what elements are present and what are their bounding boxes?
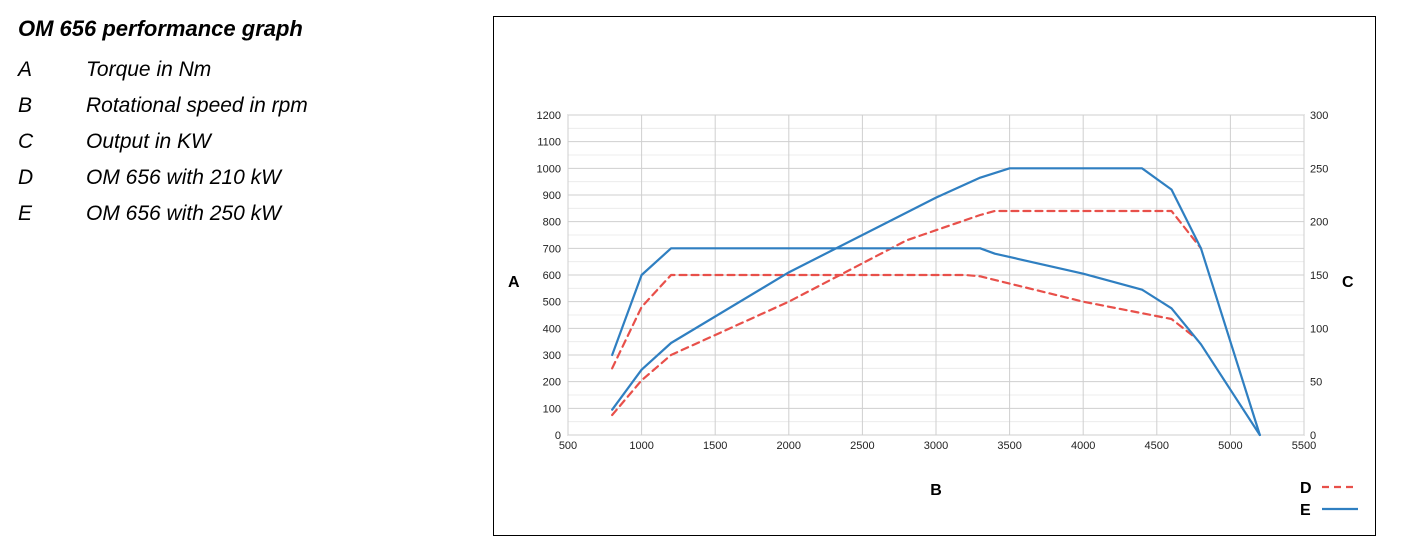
y-left-tick-label: 300 — [543, 350, 561, 362]
chart-title: OM 656 performance graph — [18, 16, 303, 41]
legend-text: OM 656 with 250 kW — [86, 202, 281, 225]
y-right-tick-label: 50 — [1310, 377, 1322, 389]
y-right-tick-label: 300 — [1310, 110, 1328, 122]
legend-key: A — [18, 58, 33, 81]
y-left-tick-label: 0 — [555, 430, 561, 442]
legend-row-d: D OM 656 with 210 kW — [18, 160, 308, 196]
series-line-d-output — [611, 209, 1203, 417]
y-left-tick-label: 400 — [543, 323, 561, 335]
legend-text: Torque in Nm — [86, 58, 212, 81]
series-line-e-torque — [611, 247, 1261, 437]
y-left-tick-label: 1100 — [537, 137, 561, 149]
series-line-d-torque — [611, 273, 1195, 370]
chart-frame: 500 1000 1500 2000 2500 3000 3500 4000 4500 5000 5… — [493, 16, 1376, 536]
y-left-tick-label: 100 — [543, 403, 561, 415]
y-right-axis-label: C — [1342, 274, 1354, 291]
y-left-tick-label: 700 — [543, 243, 561, 255]
x-tick-label: 500 — [559, 440, 577, 452]
legend-list: A Torque in Nm B Rotational speed in rpm… — [18, 52, 308, 232]
x-tick-label: 1500 — [703, 440, 727, 452]
y-left-tick-label: 1000 — [537, 163, 561, 175]
legend-text: Output in KW — [86, 130, 211, 153]
legend-row-b: B Rotational speed in rpm — [18, 88, 308, 124]
y-right-tick-label: 200 — [1310, 217, 1328, 229]
legend-key: E — [18, 202, 33, 225]
legend-label-d: D — [1300, 480, 1312, 497]
x-tick-label: 3000 — [924, 440, 948, 452]
y-left-axis-label: A — [508, 274, 520, 291]
series-line-e-output — [611, 167, 1261, 437]
legend-row-a: A Torque in Nm — [18, 52, 308, 88]
x-tick-label: 2000 — [777, 440, 801, 452]
legend-label-e: E — [1300, 502, 1311, 519]
y-left-tick-label: 900 — [543, 190, 561, 202]
legend-key: D — [18, 166, 34, 189]
legend-row-c: C Output in KW — [18, 124, 308, 160]
legend-text: OM 656 with 210 kW — [86, 166, 281, 189]
legend-key: C — [18, 130, 34, 153]
legend-text: Rotational speed in rpm — [86, 94, 308, 117]
y-left-tick-label: 500 — [543, 297, 561, 309]
y-left-tick-label: 200 — [543, 377, 561, 389]
y-left-tick-label: 1200 — [537, 110, 561, 122]
y-right-tick-label: 0 — [1310, 430, 1316, 442]
y-right-tick-label: 100 — [1310, 323, 1328, 335]
x-tick-label: 1000 — [629, 440, 653, 452]
y-left-tick-label: 800 — [543, 217, 561, 229]
x-tick-label: 3500 — [997, 440, 1021, 452]
x-tick-label: 5500 — [1292, 440, 1316, 452]
y-left-tick-label: 600 — [543, 270, 561, 282]
x-tick-label: 4500 — [1145, 440, 1169, 452]
legend-row-e: E OM 656 with 250 kW — [18, 196, 308, 232]
legend-key: B — [18, 94, 33, 117]
y-right-tick-label: 250 — [1310, 163, 1328, 175]
x-axis-label: B — [930, 482, 942, 499]
x-tick-label: 5000 — [1218, 440, 1242, 452]
y-right-tick-label: 150 — [1310, 270, 1328, 282]
x-tick-label: 2500 — [850, 440, 874, 452]
performance-chart: 500 1000 1500 2000 2500 3000 3500 4000 4500 5000 5… — [508, 110, 1358, 519]
x-tick-label: 4000 — [1071, 440, 1095, 452]
